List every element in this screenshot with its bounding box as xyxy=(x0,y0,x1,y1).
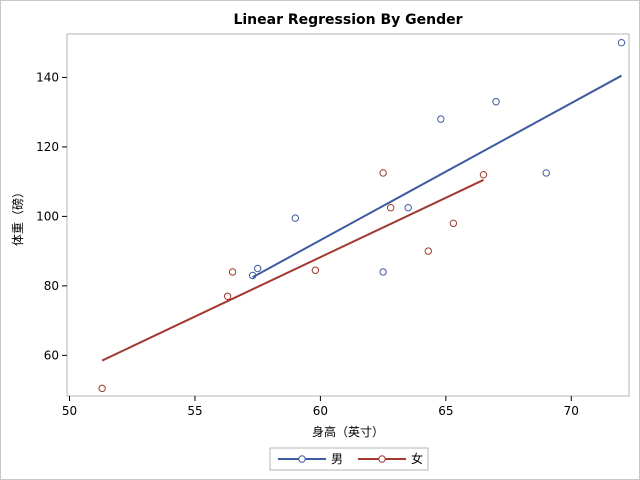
y-axis-label: 体重（磅） xyxy=(10,186,25,246)
data-point-series-2 xyxy=(228,268,237,276)
data-point-series-2 xyxy=(449,219,458,228)
x-tick-label: 50 xyxy=(62,404,77,418)
data-point-series-2 xyxy=(386,204,395,212)
data-point-series-2 xyxy=(311,266,320,274)
y-tick-label: 100 xyxy=(36,209,59,223)
y-tick-label: 140 xyxy=(36,70,59,84)
scatter-points xyxy=(98,38,626,393)
data-point-series-1 xyxy=(291,214,300,222)
regression-line-1 xyxy=(252,74,622,279)
data-point-series-1 xyxy=(542,169,550,177)
x-tick-label: 60 xyxy=(313,404,328,418)
x-axis-ticks: 50 55 60 65 70 xyxy=(62,396,579,418)
data-point-series-2 xyxy=(424,247,432,255)
legend-label: 男 xyxy=(331,452,343,466)
data-point-series-1 xyxy=(617,38,626,47)
y-tick-label: 60 xyxy=(44,348,59,362)
data-point-series-1 xyxy=(248,271,257,280)
legend xyxy=(269,447,429,471)
data-point-series-1 xyxy=(404,204,412,212)
y-tick-label: 120 xyxy=(36,140,59,154)
data-point-series-2 xyxy=(223,292,232,300)
x-tick-label: 65 xyxy=(438,404,453,418)
x-axis-label: 身高（英寸） xyxy=(312,424,384,439)
regression-line-2 xyxy=(101,179,484,362)
legend-swatch-marker xyxy=(298,455,306,463)
data-point-series-1 xyxy=(379,268,387,276)
y-axis-ticks: 60 80 100 120 140 xyxy=(36,70,67,362)
plot-area xyxy=(66,33,630,397)
x-tick-label: 70 xyxy=(564,404,579,418)
data-point-series-2 xyxy=(479,171,488,179)
data-point-series-2 xyxy=(379,169,387,177)
x-tick-label: 55 xyxy=(187,404,202,418)
legend-swatch-marker xyxy=(378,455,386,463)
legend-label: 女 xyxy=(411,451,423,466)
data-point-series-1 xyxy=(253,264,262,273)
chart-title: Linear Regression By Gender xyxy=(233,12,462,28)
data-point-series-1 xyxy=(492,98,500,106)
y-tick-label: 80 xyxy=(44,279,59,293)
data-point-series-2 xyxy=(98,384,106,393)
regression-lines xyxy=(101,74,622,362)
data-point-series-1 xyxy=(437,115,445,123)
legend-items: 男女 xyxy=(278,451,423,466)
